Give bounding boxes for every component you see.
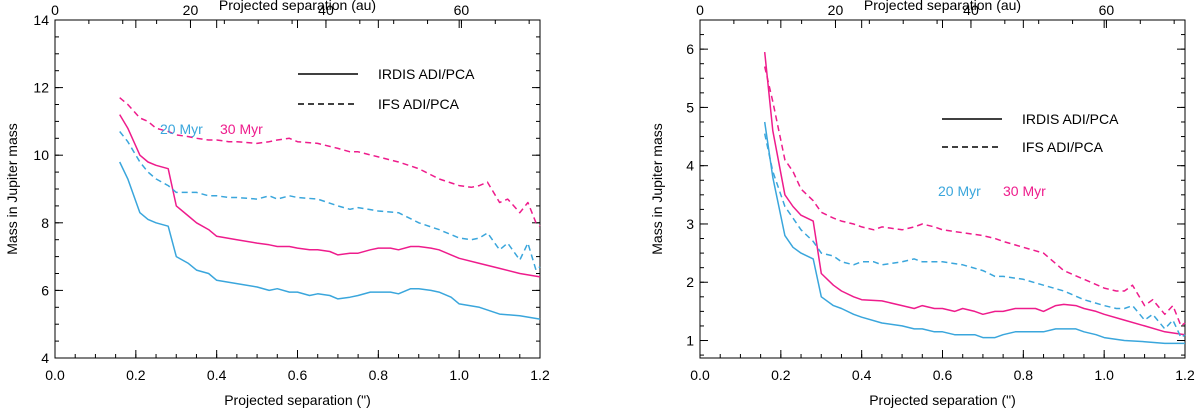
panel2-y-tick-label: 1: [686, 333, 694, 349]
panel2-x-tick-label: 0.2: [771, 367, 791, 383]
panel1-x-tick-label: 1.2: [530, 367, 550, 383]
panel2-top-x-tick-label: 0: [696, 2, 704, 18]
panel2-x-tick-label: 1.0: [1094, 367, 1114, 383]
panel1-y-tick-label: 14: [33, 12, 49, 28]
panel1-y-axis-label: Mass in Jupiter mass: [4, 123, 20, 254]
panel2-series-ifs-20-myr: [763, 133, 1186, 339]
panel1-x-tick-label: 0.0: [45, 367, 65, 383]
panel2-x-tick-label: 0.4: [852, 367, 872, 383]
panel1-y-tick-label: 10: [33, 147, 49, 163]
panel2-legend-age1-label: 20 Myr: [938, 183, 981, 199]
panel1-top-x-tick-label: 20: [183, 2, 199, 18]
panel1-legend-ifs-label: IFS ADI/PCA: [378, 96, 460, 112]
panel1-x-tick-label: 0.2: [126, 367, 146, 383]
panel2-x-tick-label: 1.2: [1175, 367, 1195, 383]
panel1-y-tick-label: 12: [33, 80, 49, 96]
panel1-x-tick-label: 0.8: [369, 367, 389, 383]
panel1-x-tick-label: 0.4: [207, 367, 227, 383]
panel1-legend-age1-label: 20 Myr: [160, 121, 203, 137]
panel2-series-irdis-20-myr: [763, 121, 1185, 345]
panel2-x-tick-label: 0.8: [1014, 367, 1034, 383]
panel2-y-tick-label: 2: [686, 274, 694, 290]
panel2-y-tick-label: 6: [686, 41, 694, 57]
panel1-x-tick-label: 0.6: [288, 367, 308, 383]
panel1-legend-age2-label: 30 Myr: [220, 121, 263, 137]
panel1-series-irdis-30-myr: [119, 114, 541, 278]
panel1-y-tick-label: 4: [41, 350, 49, 366]
panel1-y-tick-label: 6: [41, 282, 49, 298]
panel1-series-ifs-30-myr: [119, 97, 541, 227]
panel2-legend-ifs-label: IFS ADI/PCA: [1022, 139, 1104, 155]
panel2-top-x-axis-label: Projected separation (au): [864, 0, 1021, 13]
panel1-y-tick-label: 8: [41, 215, 49, 231]
panel1-legend-irdis-label: IRDIS ADI/PCA: [378, 66, 475, 82]
panel2-x-tick-label: 0.0: [690, 367, 710, 383]
panel1-x-tick-label: 1.0: [449, 367, 469, 383]
panel2-series-ifs-30-myr: [763, 66, 1186, 327]
panel1-top-x-tick-label: 60: [454, 2, 470, 18]
panel1-series-irdis-20-myr: [119, 161, 541, 320]
panel2-x-axis-label: Projected separation ("): [869, 392, 1016, 408]
panel2-y-tick-label: 4: [686, 158, 694, 174]
panel1-x-axis-label: Projected separation ("): [224, 392, 371, 408]
panel2-series-irdis-30-myr: [763, 52, 1186, 336]
panel2-legend-age2-label: 30 Myr: [1003, 183, 1046, 199]
panel2-y-tick-label: 3: [686, 216, 694, 232]
panel2-top-x-tick-label: 40: [963, 2, 979, 18]
panel1-series-ifs-20-myr: [119, 131, 541, 271]
panel2-top-x-tick-label: 60: [1099, 2, 1115, 18]
panel1-top-x-tick-label: 0: [51, 2, 59, 18]
panel1-top-x-axis-label: Projected separation (au): [219, 0, 376, 13]
panel2-legend-irdis-label: IRDIS ADI/PCA: [1022, 111, 1119, 127]
panel2-top-x-tick-label: 20: [828, 2, 844, 18]
panel1-top-x-tick-label: 40: [318, 2, 334, 18]
panel2-y-tick-label: 5: [686, 99, 694, 115]
panel2-x-tick-label: 0.6: [933, 367, 953, 383]
panel2-y-axis-label: Mass in Jupiter mass: [649, 123, 665, 254]
